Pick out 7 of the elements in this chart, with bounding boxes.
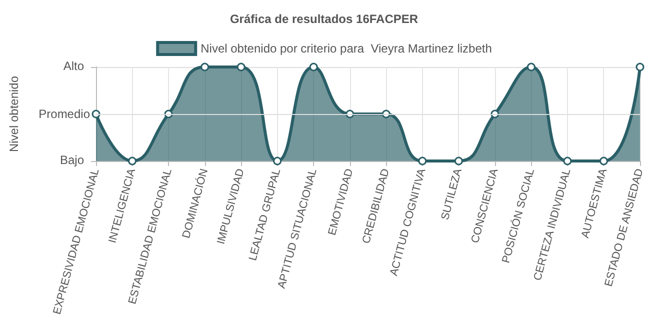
text: Bajo: [60, 153, 84, 167]
legend-label: Nivel obtenido por criterio para Vieyra Martinez lizbeth: [200, 42, 492, 56]
ref-line-label: Promedio: [38, 107, 90, 121]
y-axis-title: Nivel obtenido: [7, 76, 21, 152]
chart-title: Gráfica de resultados 16FACPER: [230, 12, 418, 26]
text: Alto: [63, 59, 84, 73]
x-tick-label: LEALTAD GRUPAL: [246, 167, 284, 262]
